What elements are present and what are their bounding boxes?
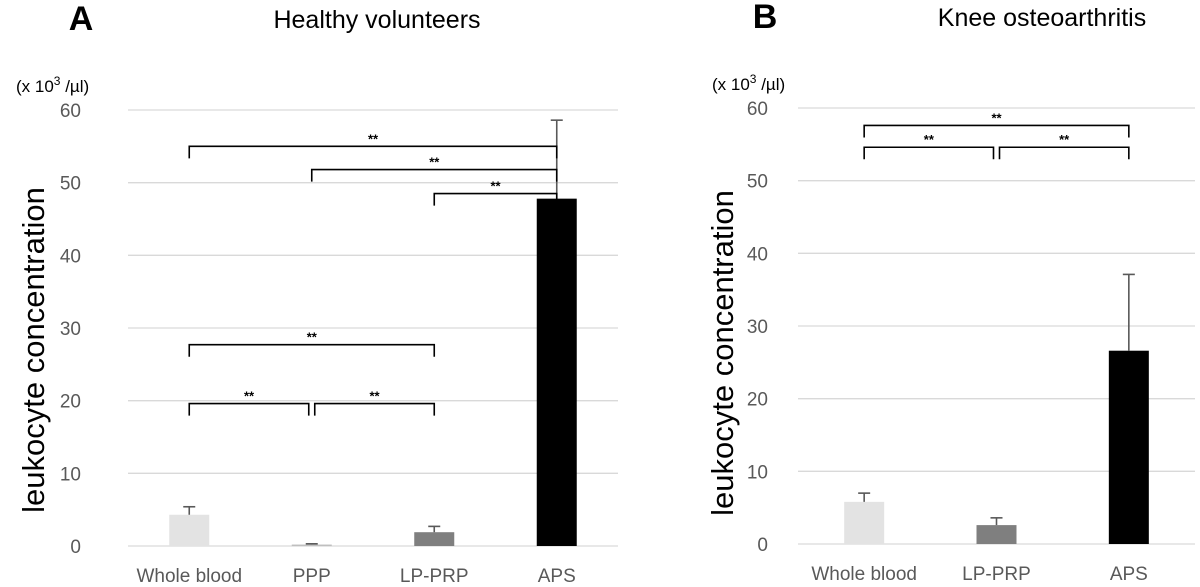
significance-bracket [310, 168, 558, 182]
y-tick-label: 10 [60, 464, 81, 485]
y-tick-label: 60 [747, 99, 768, 120]
bar [1108, 350, 1149, 544]
y-tick-label: 10 [747, 462, 768, 483]
unit-label-superscript: 3 [54, 74, 61, 88]
significance-label: ** [368, 131, 379, 146]
significance-label: ** [991, 110, 1002, 125]
significance-bracket [188, 343, 436, 357]
y-tick-label: 30 [60, 319, 81, 340]
y-tick-label: 0 [70, 537, 81, 558]
y-tick-label: 20 [747, 390, 768, 411]
significance-bracket [313, 402, 436, 416]
x-tick-label: Whole blood [811, 564, 917, 585]
x-tick-label: Whole blood [136, 566, 242, 587]
y-axis-label: leukocyte concentration [705, 190, 740, 516]
x-tick-label: LP-PRP [400, 566, 469, 587]
panel-b: B Knee osteoarthritis (x 103 /µl) leukocyte… [705, 0, 1195, 585]
unit-label-suffix: /µl) [60, 77, 89, 96]
significance-bracket [998, 146, 1130, 160]
chart-title: Knee osteoarthritis [938, 4, 1146, 32]
bar [291, 544, 332, 547]
bar [844, 501, 885, 544]
x-tick-label: APS [1110, 564, 1148, 585]
panel-letter: B [753, 0, 778, 36]
bar [414, 532, 455, 546]
unit-label-superscript: 3 [750, 72, 757, 86]
significance-label: ** [244, 389, 255, 404]
y-tick-label: 60 [60, 101, 81, 122]
bar [976, 525, 1017, 544]
significance-bracket [863, 124, 1130, 138]
y-axis-label: leukocyte concentration [16, 187, 51, 513]
x-tick-label: APS [538, 566, 576, 587]
y-tick-label: 20 [60, 392, 81, 413]
significance-label: ** [369, 389, 380, 404]
unit-label: (x 103 /µl) [712, 72, 785, 94]
x-tick-label: LP-PRP [962, 564, 1031, 585]
unit-label-suffix: /µl) [756, 75, 785, 94]
unit-label-prefix: (x 10 [16, 77, 54, 96]
y-tick-label: 30 [747, 317, 768, 338]
significance-label: ** [1059, 132, 1070, 147]
x-tick-label: PPP [293, 566, 331, 587]
y-tick-label: 50 [60, 174, 81, 195]
y-tick-label: 0 [757, 535, 768, 556]
panel-a: A Healthy volunteers (x 103 /µl) leukocyte … [16, 0, 618, 587]
panel-letter: A [69, 0, 94, 38]
bar [169, 514, 210, 546]
significance-label: ** [490, 179, 501, 194]
unit-label-prefix: (x 10 [712, 75, 750, 94]
y-tick-label: 40 [60, 246, 81, 267]
y-tick-label: 50 [747, 172, 768, 193]
significance-bracket [863, 146, 995, 160]
significance-label: ** [307, 330, 318, 345]
significance-bracket [433, 192, 558, 206]
chart-title: Healthy volunteers [273, 6, 480, 34]
significance-bracket [188, 402, 310, 416]
significance-label: ** [924, 132, 935, 147]
significance-label: ** [429, 155, 440, 170]
y-tick-label: 40 [747, 244, 768, 265]
significance-bracket [188, 145, 558, 159]
bar [536, 198, 577, 547]
unit-label: (x 103 /µl) [16, 74, 89, 96]
